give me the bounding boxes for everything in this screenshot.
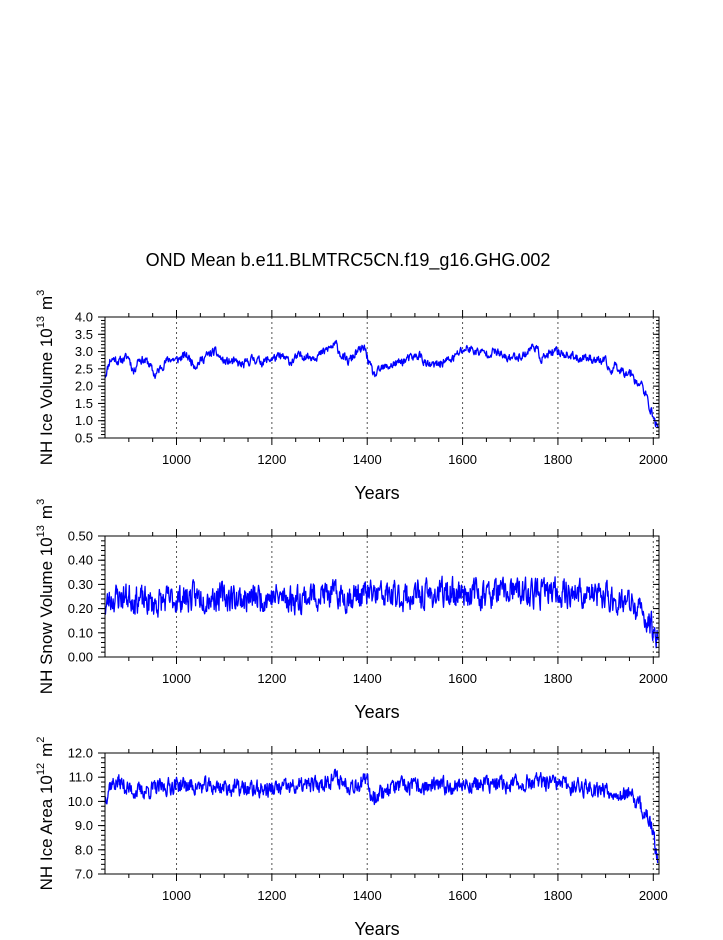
plot-frame [104,316,660,439]
x-tick-label: 1600 [448,452,477,467]
y-tick-label: 0.20 [68,601,93,616]
x-tick-label: 1200 [257,452,286,467]
y-tick-label: 0.10 [68,625,93,640]
y-axis-title-unit-exponent: 3 [35,290,47,296]
y-tick-label: 4.0 [75,310,93,325]
y-tick-label: 1.5 [75,396,93,411]
y-axis-title-exponent: 13 [35,316,47,328]
y-axis-title-exponent: 12 [35,763,47,775]
series-line-ice-volume [104,339,659,429]
y-tick-label: 2.5 [75,361,93,376]
y-tick-label: 1.0 [75,413,93,428]
y-tick-label: 0.40 [68,553,93,568]
y-axis-title-unit-exponent: 2 [35,737,47,743]
x-tick-label: 1800 [543,452,572,467]
y-tick-label: 7.0 [75,867,93,882]
x-tick-label: 2000 [639,671,668,686]
y-tick-label: 8.0 [75,842,93,857]
y-axis-title-unit-exponent: 3 [35,499,47,505]
x-tick-label: 1000 [162,671,191,686]
plot-frame [104,535,660,658]
y-axis-title: NH Snow Volume 1013 m3 [35,499,56,694]
x-axis-title: Years [354,483,399,503]
y-tick-label: 0.00 [68,650,93,665]
x-tick-label: 1400 [353,452,382,467]
y-tick-label: 3.5 [75,327,93,342]
y-axis-title-unit: m [37,296,56,310]
series-line-snow-volume [104,575,659,649]
y-tick-label: 10.0 [68,794,93,809]
x-tick-label: 2000 [639,452,668,467]
panel-ice-area: 1000 1200 1400 1600 1800 2000 7.0 8.0 9.0 10.0 11.… [35,737,668,939]
x-tick-label: 1200 [257,671,286,686]
y-tick-label: 3.0 [75,344,93,359]
x-tick-label: 1800 [543,888,572,903]
y-axis-title-unit: m [37,505,56,519]
y-axis-title-main: NH Snow Volume 10 [37,537,56,694]
x-tick-label: 1800 [543,671,572,686]
y-axis-title-unit: m [37,743,56,757]
y-tick-label: 0.30 [68,577,93,592]
y-axis-title-main: NH Ice Area 10 [37,775,56,890]
x-tick-label: 1000 [162,888,191,903]
x-axis-title: Years [354,702,399,722]
y-tick-label: 0.50 [68,529,93,544]
panel-ice-volume: 1000 1200 1400 1600 1800 2000 0.5 1.0 1.5 2.0 2.5 3… [35,290,668,503]
panel-snow-volume: 1000 1200 1400 1600 1800 2000 0.00 0.10 0.20 0.30… [35,499,668,722]
y-tick-label: 0.5 [75,431,93,446]
x-axis-title: Years [354,919,399,935]
x-tick-label: 2000 [639,888,668,903]
y-tick-label: 11.0 [69,770,93,785]
x-tick-label: 1600 [448,888,477,903]
y-axis-title-main: NH Ice Volume 10 [37,328,56,465]
x-tick-label: 1400 [353,671,382,686]
y-axis-title-exponent: 13 [35,525,47,537]
x-tick-label: 1200 [257,888,286,903]
chart-title: OND Mean b.e11.BLMTRC5CN.f19_g16.GHG.002 [146,250,551,271]
plot-frame [104,752,660,875]
y-tick-label: 12.0 [68,746,93,761]
y-axis-title: NH Ice Volume 1013 m3 [35,290,56,466]
y-axis-title: NH Ice Area 1012 m2 [35,737,56,891]
y-tick-label: 9.0 [75,818,93,833]
y-tick-label: 2.0 [75,379,93,394]
x-tick-label: 1600 [448,671,477,686]
x-tick-label: 1000 [162,452,191,467]
x-tick-label: 1400 [353,888,382,903]
series-line-ice-area [104,768,659,864]
